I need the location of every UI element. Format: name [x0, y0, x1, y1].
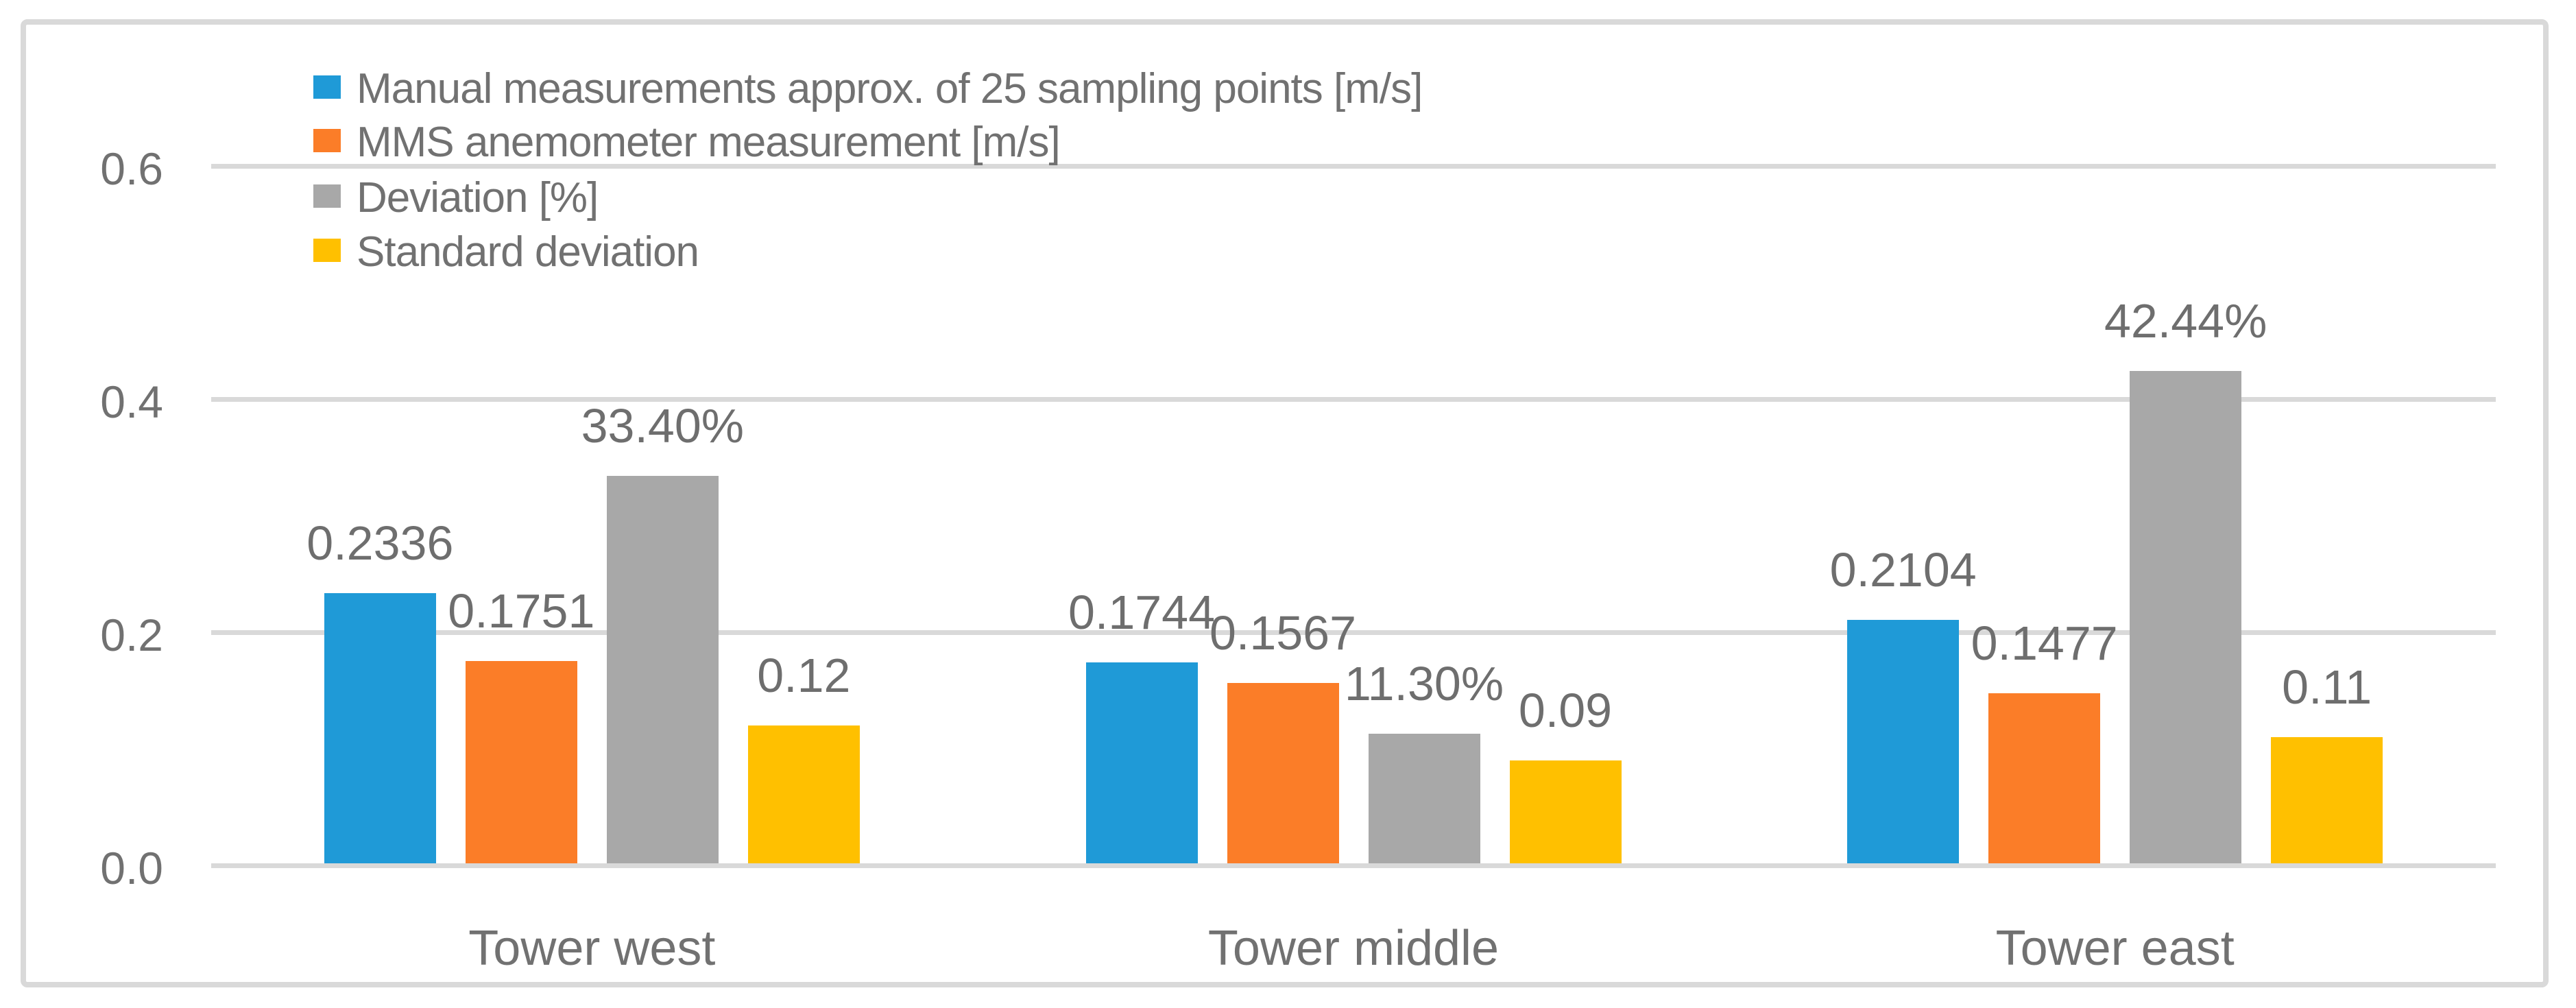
x-axis-line — [211, 863, 2496, 868]
data-label: 0.1751 — [448, 584, 595, 638]
bar — [1227, 683, 1339, 865]
data-label: 0.1567 — [1209, 606, 1357, 660]
data-label: 42.44% — [2104, 294, 2267, 348]
data-label: 0.11 — [2282, 660, 2372, 714]
legend-swatch — [313, 129, 341, 152]
data-label: 0.1477 — [1971, 616, 2118, 670]
data-label: 0.09 — [1518, 684, 1613, 737]
gridline — [211, 630, 2496, 635]
legend-swatch — [313, 184, 341, 208]
legend-swatch — [313, 75, 341, 99]
gridline — [211, 164, 2496, 169]
data-label: 0.2336 — [306, 516, 454, 570]
bar — [1368, 734, 1480, 865]
legend-label: Manual measurements approx. of 25 sampli… — [357, 65, 1423, 112]
data-label: 0.1744 — [1068, 586, 1216, 639]
bar — [1509, 760, 1622, 865]
data-label: 11.30% — [1344, 657, 1504, 710]
legend-label: MMS anemometer measurement [m/s] — [357, 119, 1061, 166]
data-label: 33.40% — [581, 399, 745, 453]
y-axis-tick-label: 0.4 — [100, 376, 163, 427]
x-axis-category-label: Tower west — [468, 921, 716, 976]
y-axis-tick-label: 0.6 — [100, 143, 163, 194]
data-label: 0.12 — [757, 649, 851, 702]
legend-label: Deviation [%] — [357, 174, 599, 221]
y-axis-tick-label: 0.0 — [100, 843, 163, 893]
chart-border-frame — [21, 19, 2549, 987]
bar — [1988, 693, 2101, 865]
bar — [1085, 662, 1198, 865]
data-label: 0.2104 — [1829, 543, 1977, 597]
y-axis-tick-label: 0.2 — [100, 610, 163, 660]
bar — [1847, 620, 1960, 865]
x-axis-category-label: Tower middle — [1207, 921, 1500, 976]
x-axis-category-label: Tower east — [1995, 921, 2235, 976]
bar — [2271, 737, 2383, 865]
bar — [747, 725, 860, 865]
gridline — [211, 397, 2496, 402]
bar — [606, 476, 719, 865]
bar — [465, 661, 577, 865]
legend-swatch — [313, 239, 341, 262]
legend-label: Standard deviation — [357, 228, 699, 276]
bar — [324, 593, 436, 865]
bar — [2130, 371, 2242, 865]
